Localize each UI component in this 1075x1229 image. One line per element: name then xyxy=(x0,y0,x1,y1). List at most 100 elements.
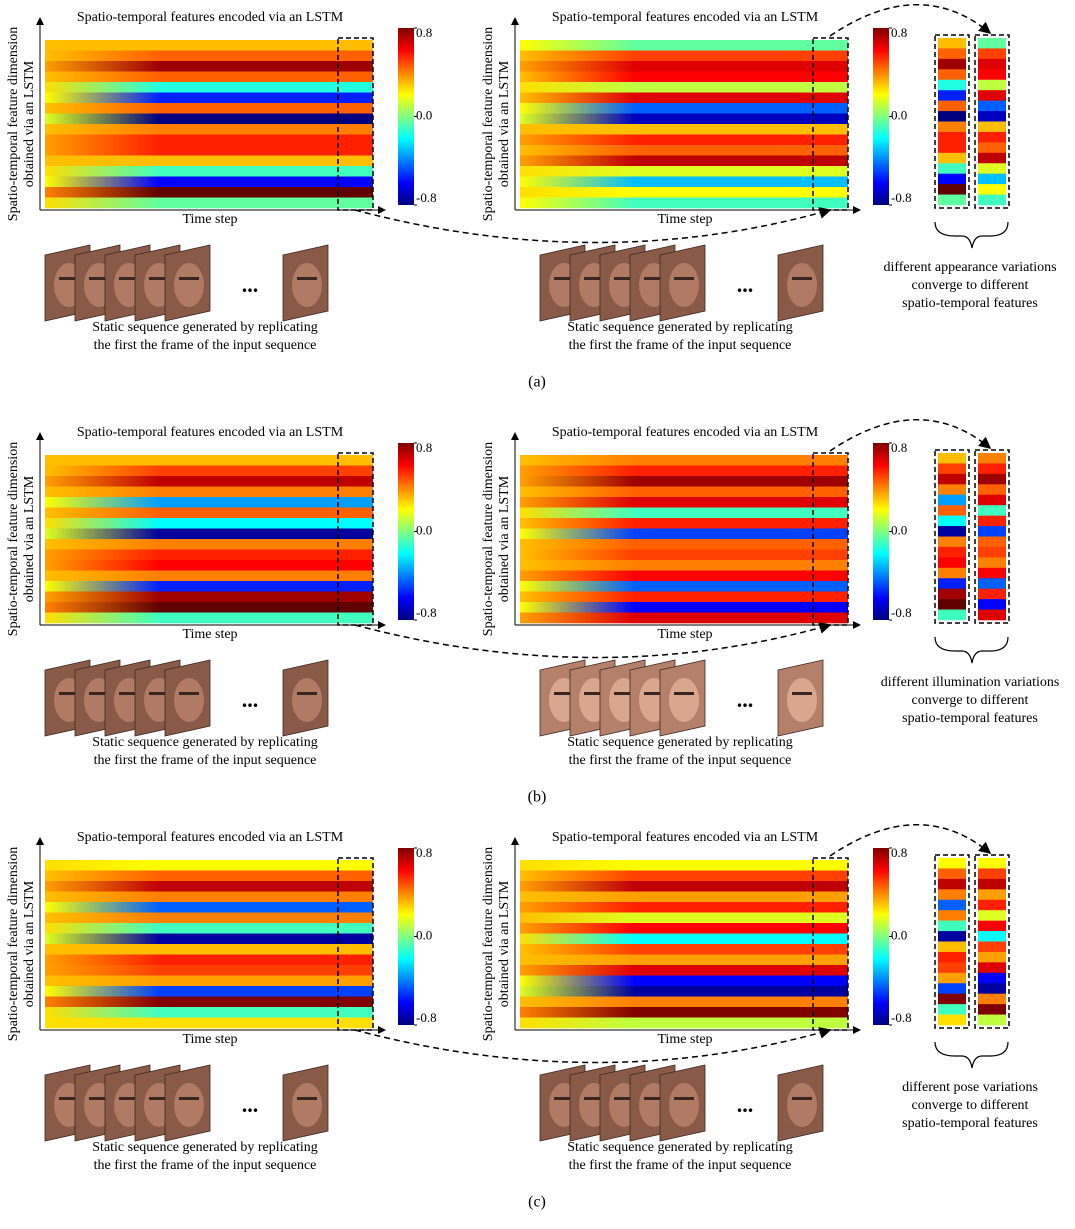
heatmap-row xyxy=(45,187,373,198)
heatmap-row xyxy=(45,986,373,997)
strip-cell xyxy=(938,547,966,558)
strip-cell xyxy=(978,195,1006,206)
heatmap-row xyxy=(520,82,848,93)
strip-cell xyxy=(938,910,966,921)
colorbar-tick-label: 0.0 xyxy=(891,522,907,537)
caption: Static sequence generated by replicating xyxy=(567,1140,792,1155)
colorbar-tick-label: -0.8 xyxy=(891,1010,912,1025)
strip-cell xyxy=(938,921,966,932)
heatmap-row xyxy=(45,550,373,561)
colorbar xyxy=(398,28,414,205)
strip-cell xyxy=(978,153,1006,164)
y-axis-label: obtained via an LSTM xyxy=(497,475,512,602)
face-eyes xyxy=(179,277,199,280)
heatmap-row xyxy=(520,944,848,955)
strip-cell xyxy=(978,568,1006,579)
strip-cell xyxy=(978,453,1006,464)
strip-cell xyxy=(978,599,1006,610)
side-note: spatio-temporal features xyxy=(902,1116,1038,1131)
brace xyxy=(935,637,1008,663)
strip-cell xyxy=(938,463,966,474)
y-axis-label: obtained via an LSTM xyxy=(22,880,37,1007)
ellipsis: ... xyxy=(242,687,259,712)
heatmap-row xyxy=(45,177,373,188)
colorbar-tick-label: 0.0 xyxy=(891,927,907,942)
heatmap-row xyxy=(45,114,373,125)
strip-cell xyxy=(938,900,966,911)
strip-cell xyxy=(978,921,1006,932)
heatmap-row xyxy=(520,860,848,871)
strip-cell xyxy=(978,983,1006,994)
heatmap-row xyxy=(45,871,373,882)
face-shape xyxy=(669,1083,699,1127)
y-axis-label: Spatio-temporal feature dimension xyxy=(6,442,21,636)
strip-cell xyxy=(978,973,1006,984)
y-axis-label: Spatio-temporal feature dimension xyxy=(481,442,496,636)
face-eyes xyxy=(792,1097,812,1100)
heatmap-row xyxy=(520,518,848,529)
strip-cell xyxy=(978,900,1006,911)
x-axis-label: Time step xyxy=(657,627,712,642)
face-shape xyxy=(174,678,204,722)
heatmap-row xyxy=(520,613,848,624)
face-shape xyxy=(174,1083,204,1127)
heatmap-row xyxy=(520,51,848,62)
strip-cell xyxy=(978,952,1006,963)
heatmap-row xyxy=(520,476,848,487)
caption: the first the frame of the input sequenc… xyxy=(569,338,792,353)
strip-cell xyxy=(978,59,1006,70)
x-axis-label: Time step xyxy=(182,1032,237,1047)
strip-cell xyxy=(978,1004,1006,1015)
y-axis-label: Spatio-temporal feature dimension xyxy=(6,847,21,1041)
heatmap-row xyxy=(45,881,373,892)
strip-cell xyxy=(938,578,966,589)
strip-cell xyxy=(978,163,1006,174)
heatmap-row xyxy=(45,860,373,871)
heatmap-row xyxy=(520,1007,848,1018)
strip-cell xyxy=(938,69,966,80)
heatmap-row xyxy=(520,997,848,1008)
heatmap-row xyxy=(520,508,848,519)
heatmap-row xyxy=(45,93,373,104)
heatmap-title: Spatio-temporal features encoded via an … xyxy=(77,830,344,845)
strip-cell xyxy=(938,868,966,879)
heatmap-row xyxy=(45,124,373,135)
heatmap-row xyxy=(520,602,848,613)
strip-cell xyxy=(978,610,1006,621)
heatmap-row xyxy=(520,124,848,135)
connector xyxy=(355,1030,830,1063)
heatmap-row xyxy=(520,571,848,582)
connector xyxy=(830,420,990,451)
connector xyxy=(830,825,990,856)
x-axis-label: Time step xyxy=(182,627,237,642)
heatmap-row xyxy=(520,913,848,924)
strip-cell xyxy=(938,983,966,994)
strip-cell xyxy=(938,48,966,59)
heatmap-row xyxy=(45,40,373,51)
heatmap-row xyxy=(45,613,373,624)
strip-cell xyxy=(978,910,1006,921)
side-note: converge to different xyxy=(912,278,1029,293)
strip-cell xyxy=(978,484,1006,495)
connector xyxy=(355,210,830,243)
side-note: different appearance variations xyxy=(883,260,1056,275)
strip-cell xyxy=(938,484,966,495)
connector xyxy=(355,625,830,658)
strip-cell xyxy=(938,610,966,621)
y-axis-label: Spatio-temporal feature dimension xyxy=(481,847,496,1041)
face-eyes xyxy=(179,1097,199,1100)
heatmap-row xyxy=(520,539,848,550)
strip-cell xyxy=(978,48,1006,59)
strip-cell xyxy=(978,578,1006,589)
heatmap-title: Spatio-temporal features encoded via an … xyxy=(77,10,344,25)
strip-cell xyxy=(978,101,1006,112)
caption: the first the frame of the input sequenc… xyxy=(94,338,317,353)
heatmap-row xyxy=(520,923,848,934)
heatmap-row xyxy=(520,934,848,945)
heatmap-row xyxy=(520,166,848,177)
heatmap-title: Spatio-temporal features encoded via an … xyxy=(552,425,819,440)
caption: Static sequence generated by replicating xyxy=(92,320,317,335)
strip-cell xyxy=(938,557,966,568)
face-shape xyxy=(787,1083,817,1127)
colorbar-tick-label: -0.8 xyxy=(416,190,437,205)
